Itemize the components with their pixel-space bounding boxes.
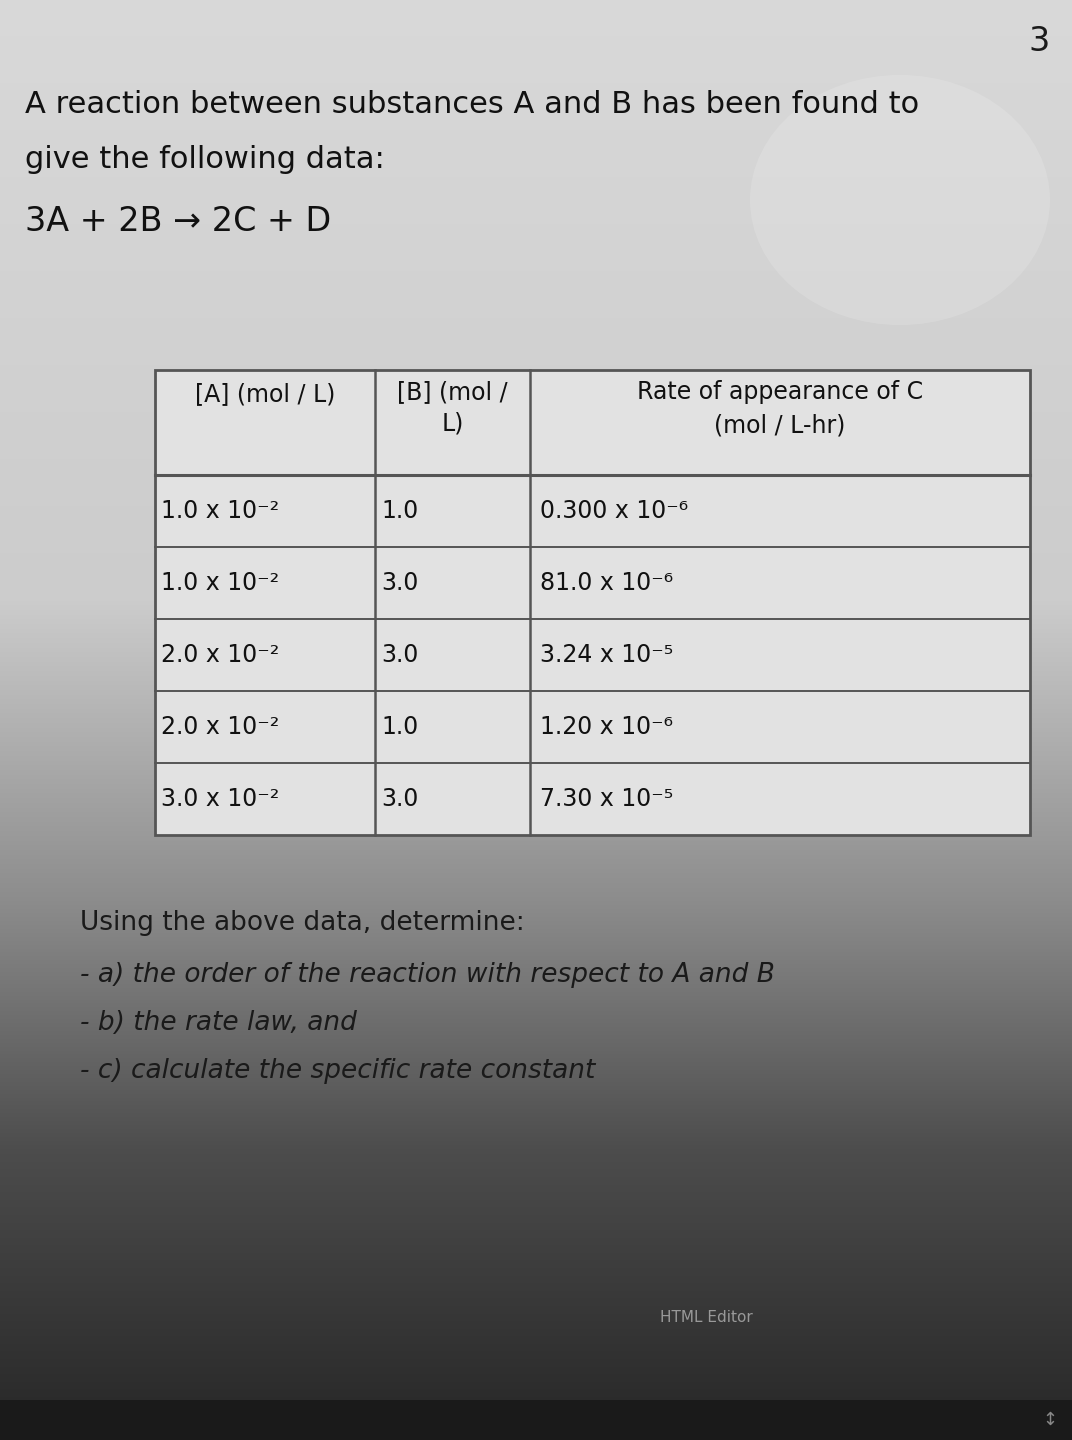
Text: - a) the order of the reaction with respect to A and B: - a) the order of the reaction with resp… bbox=[80, 962, 775, 988]
Text: 1.0: 1.0 bbox=[381, 500, 418, 523]
Ellipse shape bbox=[750, 75, 1049, 325]
Text: give the following data:: give the following data: bbox=[25, 145, 385, 174]
Text: [B] (mol /
L): [B] (mol / L) bbox=[398, 380, 508, 435]
Text: 1.20 x 10⁻⁶: 1.20 x 10⁻⁶ bbox=[540, 716, 673, 739]
Text: 2.0 x 10⁻²: 2.0 x 10⁻² bbox=[161, 644, 279, 667]
Text: 2.0 x 10⁻²: 2.0 x 10⁻² bbox=[161, 716, 279, 739]
Text: 1.0 x 10⁻²: 1.0 x 10⁻² bbox=[161, 572, 279, 595]
Text: 3.0: 3.0 bbox=[381, 644, 418, 667]
Text: 3: 3 bbox=[1029, 24, 1049, 58]
Text: HTML Editor: HTML Editor bbox=[660, 1310, 753, 1325]
Text: 3A + 2B → 2C + D: 3A + 2B → 2C + D bbox=[25, 204, 331, 238]
Text: Using the above data, determine:: Using the above data, determine: bbox=[80, 910, 525, 936]
Text: 3.0 x 10⁻²: 3.0 x 10⁻² bbox=[161, 788, 279, 811]
Text: 81.0 x 10⁻⁶: 81.0 x 10⁻⁶ bbox=[540, 572, 673, 595]
Text: 3.0: 3.0 bbox=[381, 788, 418, 811]
Text: [A] (mol / L): [A] (mol / L) bbox=[195, 382, 336, 406]
Text: - b) the rate law, and: - b) the rate law, and bbox=[80, 1009, 357, 1035]
Text: 3.0: 3.0 bbox=[381, 572, 418, 595]
Text: 1.0 x 10⁻²: 1.0 x 10⁻² bbox=[161, 500, 279, 523]
Text: - c) calculate the specific rate constant: - c) calculate the specific rate constan… bbox=[80, 1058, 595, 1084]
Text: A reaction between substances A and B has been found to: A reaction between substances A and B ha… bbox=[25, 89, 919, 120]
Text: 7.30 x 10⁻⁵: 7.30 x 10⁻⁵ bbox=[540, 788, 673, 811]
Text: Rate of appearance of C
(mol / L-hr): Rate of appearance of C (mol / L-hr) bbox=[637, 380, 923, 438]
Bar bbox=[155, 370, 1030, 835]
Text: 0.300 x 10⁻⁶: 0.300 x 10⁻⁶ bbox=[540, 500, 688, 523]
Text: ↕: ↕ bbox=[1042, 1411, 1058, 1428]
Bar bbox=[0, 1400, 1072, 1440]
Text: 1.0: 1.0 bbox=[381, 716, 418, 739]
Text: 3.24 x 10⁻⁵: 3.24 x 10⁻⁵ bbox=[540, 644, 673, 667]
